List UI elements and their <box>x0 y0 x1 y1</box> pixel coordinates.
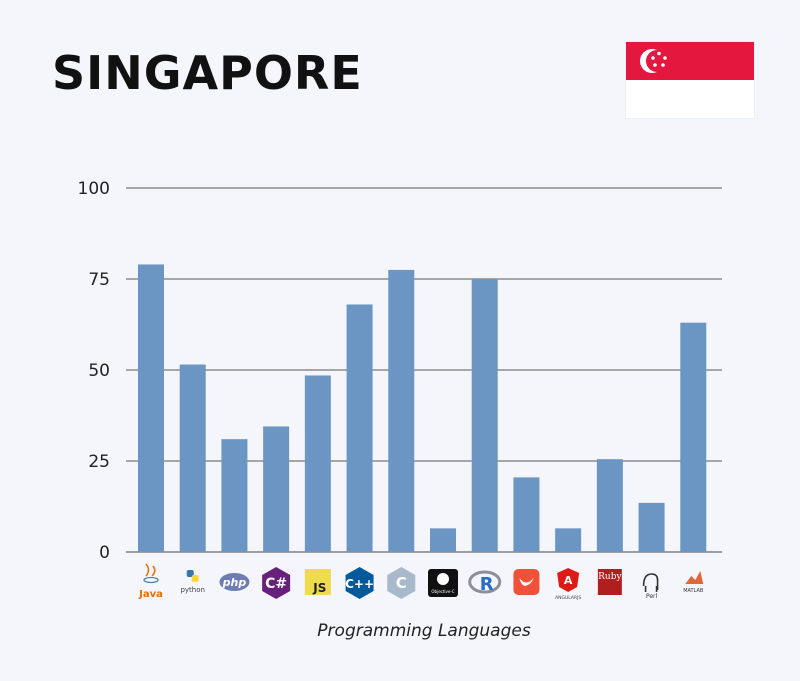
flag-stars <box>651 51 667 67</box>
bar-angularjs <box>555 528 582 552</box>
svg-text:ANGULARJS: ANGULARJS <box>555 595 581 601</box>
perl-logo-icon: Perl <box>642 573 659 600</box>
svg-text:Objective-C: Objective-C <box>431 589 454 594</box>
bar-c- <box>346 304 373 552</box>
flag-white-band <box>626 80 754 118</box>
bar-python <box>179 364 206 552</box>
bar-ruby <box>596 459 623 552</box>
bar-php <box>221 439 248 552</box>
angularjs-logo-icon: A ANGULARJS <box>555 568 581 601</box>
svg-text:Perl: Perl <box>646 593 658 600</box>
y-tick-label: 75 <box>88 270 110 290</box>
python-logo-icon: python <box>180 570 205 594</box>
swift-logo-icon <box>513 569 540 595</box>
bar-matlab <box>680 322 707 552</box>
csharp-logo-icon: C# <box>262 567 291 599</box>
c-logo-icon: C <box>387 567 416 599</box>
y-tick-label: 50 <box>88 361 110 381</box>
page-title: SINGAPORE <box>52 46 363 100</box>
svg-text:R: R <box>480 574 494 595</box>
category-icons: Java python php C# JS C++ C Objective-C R A ANGULA… <box>138 563 704 601</box>
bar-r <box>471 279 498 552</box>
bar-swift <box>513 477 540 552</box>
bar-java <box>138 264 164 552</box>
svg-text:A: A <box>564 574 573 587</box>
svg-text:JS: JS <box>312 581 326 595</box>
y-tick-label: 0 <box>99 543 110 563</box>
matlab-logo-icon: MATLAB <box>683 571 704 594</box>
svg-text:python: python <box>180 586 205 594</box>
y-tick-labels: 0 25 50 75 100 <box>78 179 110 563</box>
objective-c-logo-icon: Objective-C <box>428 569 458 597</box>
bars <box>138 264 707 552</box>
svg-text:MATLAB: MATLAB <box>683 588 704 594</box>
bar-c <box>388 269 415 552</box>
y-tick-label: 100 <box>78 179 110 199</box>
svg-text:C#: C# <box>265 576 287 592</box>
bar-javascript <box>304 375 331 552</box>
svg-text:C: C <box>396 574 407 592</box>
bar-c- <box>263 426 290 552</box>
singapore-flag-graphic <box>626 42 754 118</box>
x-axis-label: Programming Languages <box>317 621 531 641</box>
bar-perl <box>638 502 665 552</box>
grid-lines <box>126 187 722 553</box>
ruby-logo-icon: Ruby <box>597 569 622 595</box>
cplusplus-logo-icon: C++ <box>345 567 374 599</box>
php-logo-icon: php <box>219 573 250 591</box>
svg-text:C++: C++ <box>345 577 374 591</box>
r-logo-icon: R <box>468 570 502 595</box>
javascript-logo-icon: JS <box>304 569 331 595</box>
svg-text:php: php <box>222 576 247 589</box>
y-tick-label: 25 <box>88 452 110 472</box>
java-logo-icon: Java <box>138 563 163 600</box>
singapore-flag <box>626 42 754 118</box>
svg-text:Ruby: Ruby <box>598 572 622 582</box>
svg-text:Java: Java <box>138 589 163 600</box>
bar-objective-c <box>430 528 456 552</box>
